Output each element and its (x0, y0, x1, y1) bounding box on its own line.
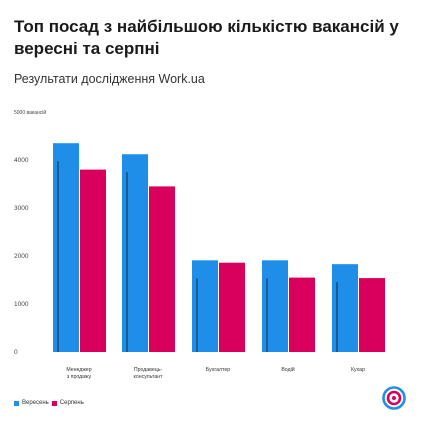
bar-august-1 (149, 186, 175, 352)
bar-august-4 (359, 278, 385, 352)
legend-label-august: Серпень (59, 400, 84, 406)
x-tick-label: Продавець- (134, 367, 163, 373)
y-tick-label: 4000 (14, 157, 29, 164)
x-tick-label: Водій (281, 366, 294, 373)
legend-swatch-september (14, 400, 19, 406)
bar-september-2 (192, 260, 218, 352)
legend-swatch-august (51, 400, 57, 406)
y-tick-label: 5000 вакансій (14, 109, 46, 116)
x-tick-label: Кухар (351, 367, 365, 373)
x-tick-label: консультант (134, 374, 164, 380)
legend: Вересень Серпень (14, 400, 84, 406)
y-tick-label: 3000 (14, 205, 29, 212)
y-tick-label: 1000 (14, 301, 29, 308)
bar-august-3 (289, 277, 315, 352)
bar-august-0 (80, 169, 106, 352)
x-tick-label: Бухгалтер (206, 367, 230, 373)
y-tick-label: 0 (14, 349, 18, 356)
x-tick-label: Менеджер (66, 367, 91, 373)
y-tick-label: 2000 (14, 253, 29, 260)
bar-august-2 (219, 262, 245, 352)
legend-label-september: Вересень (22, 400, 49, 406)
x-tick-label: з продажу (67, 374, 92, 380)
bar-september-4 (332, 264, 358, 352)
work-ua-logo-icon (382, 386, 406, 410)
bar-september-0 (53, 143, 79, 352)
bar-september-1 (122, 154, 148, 352)
chart-title: Топ посад з найбільшою кількістю вакансі… (14, 17, 399, 58)
bar-september-3 (262, 260, 288, 352)
chart-subtitle: Результати дослідження Work.ua (14, 72, 205, 86)
